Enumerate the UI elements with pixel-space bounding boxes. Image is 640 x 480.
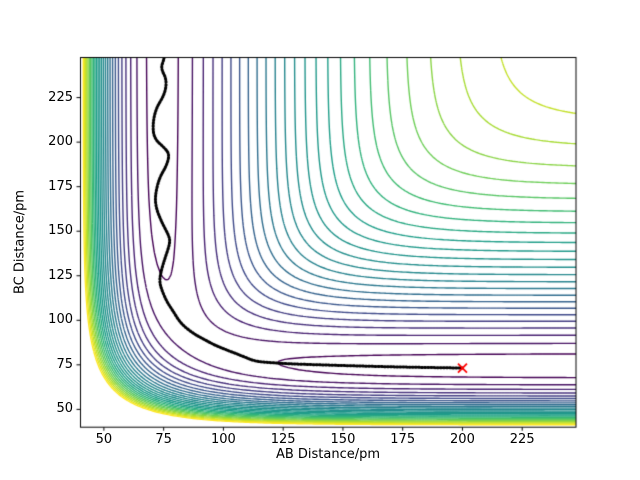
x-tick-label: 100 [210, 432, 236, 448]
x-tick-label: 125 [270, 432, 296, 448]
y-tick-label: 125 [48, 267, 73, 283]
y-tick-label: 150 [48, 223, 73, 239]
y-tick-label: 175 [48, 178, 73, 194]
y-tick-label: 225 [48, 89, 73, 105]
x-tick-label: 225 [509, 432, 535, 448]
y-tick-label: 75 [56, 356, 73, 372]
x-tick-label: 175 [390, 432, 416, 448]
y-tick-label: 50 [56, 401, 73, 417]
x-tick-label: 200 [450, 432, 475, 448]
x-axis-label: AB Distance/pm [275, 447, 381, 462]
y-axis-label: BC Distance/pm [12, 189, 28, 295]
y-tick-label: 200 [48, 134, 73, 150]
x-tick-label: 75 [155, 432, 172, 448]
x-tick-label: 50 [95, 432, 113, 448]
x-tick-label: 150 [330, 432, 356, 448]
y-tick-label: 100 [48, 312, 73, 328]
